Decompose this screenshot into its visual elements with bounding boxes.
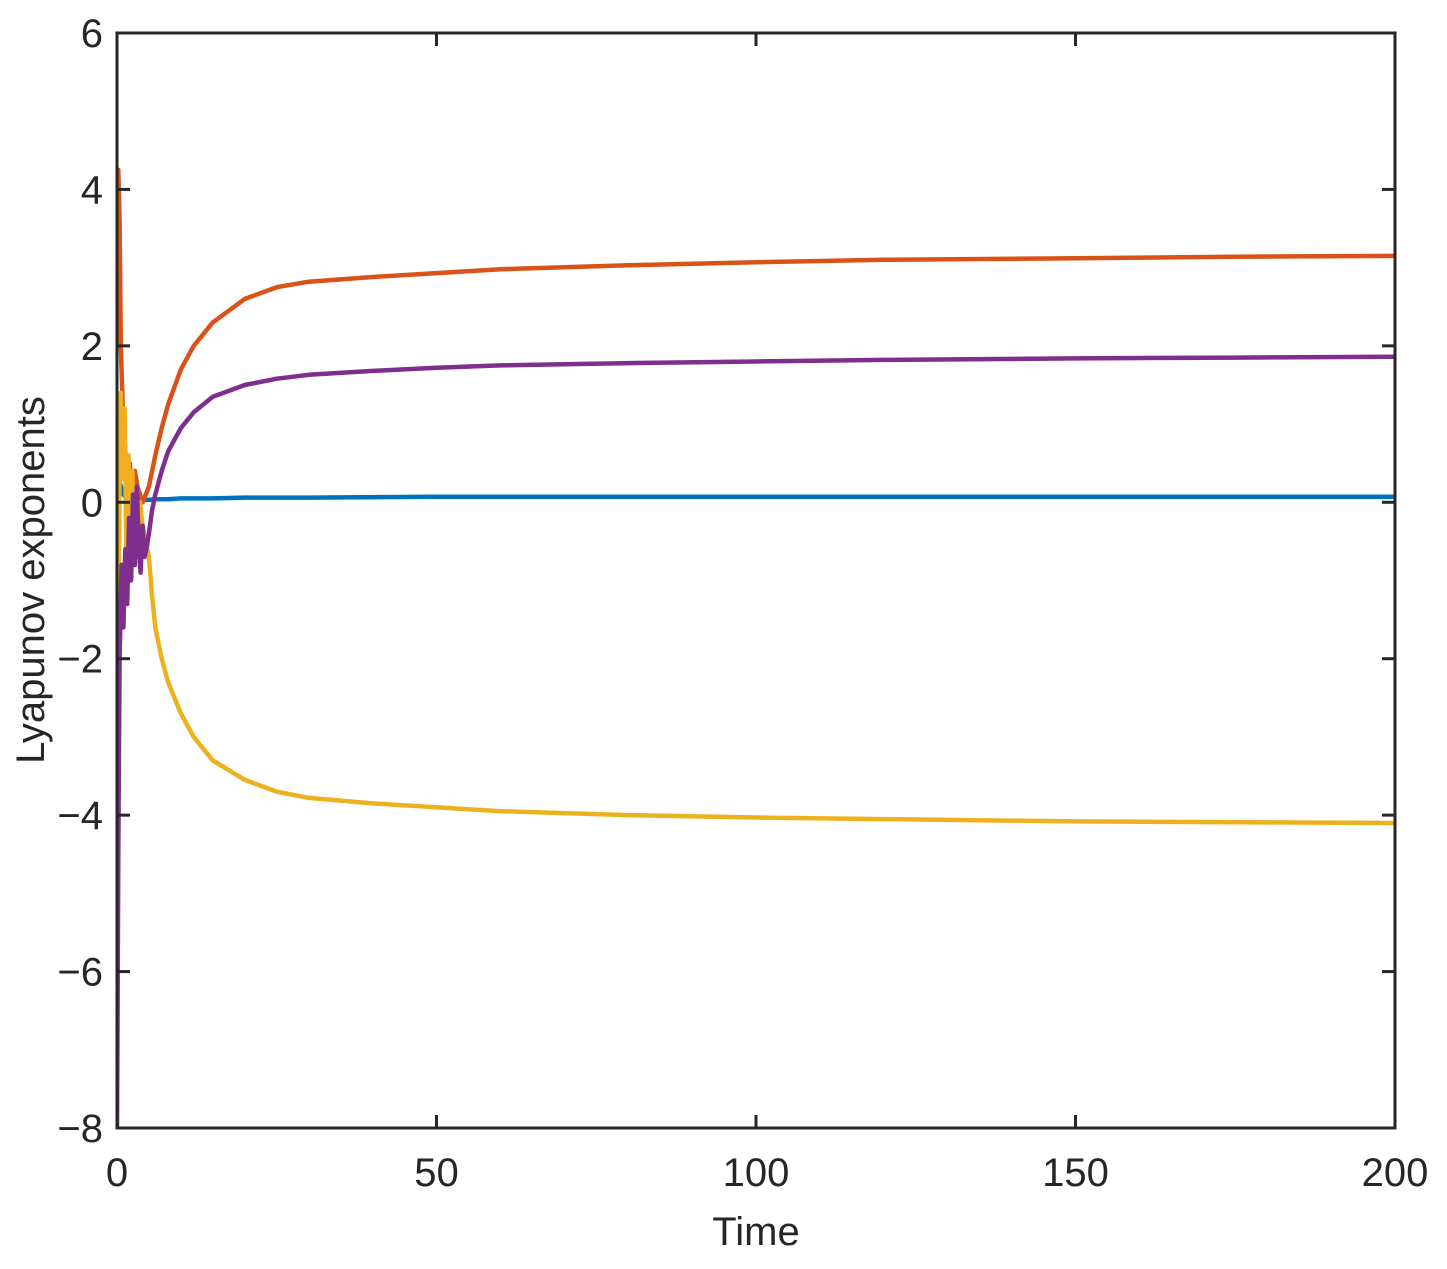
series-line-4 xyxy=(117,354,1395,1128)
y-tick-label: 6 xyxy=(81,12,103,56)
y-tick-label: −6 xyxy=(57,951,103,995)
y-tick-label: −8 xyxy=(57,1107,103,1151)
plot-area xyxy=(115,31,1397,1130)
x-tick-label: 200 xyxy=(1362,1151,1429,1195)
y-tick-label: −2 xyxy=(57,638,103,682)
series-line-3 xyxy=(117,390,1395,857)
y-axis-label: Lyapunov exponents xyxy=(9,396,53,764)
x-tick-label: 0 xyxy=(106,1151,128,1195)
tick-labels: 0 50 100 150 200 −8 −6 −4 −2 0 2 4 6 xyxy=(57,12,1428,1195)
y-tick-label: −4 xyxy=(57,794,103,838)
y-tick-label: 2 xyxy=(81,325,103,369)
series-line-2 xyxy=(117,167,1395,505)
y-tick-label: 4 xyxy=(81,168,103,212)
series-line-1 xyxy=(117,445,1395,503)
axes-box xyxy=(115,31,1397,1130)
series-group xyxy=(117,167,1395,1128)
y-tick-label: 0 xyxy=(81,481,103,525)
x-tick-label: 150 xyxy=(1042,1151,1109,1195)
ticks-group xyxy=(115,31,1397,1130)
x-axis-label: Time xyxy=(712,1210,799,1254)
x-tick-label: 100 xyxy=(723,1151,790,1195)
x-tick-label: 50 xyxy=(414,1151,459,1195)
